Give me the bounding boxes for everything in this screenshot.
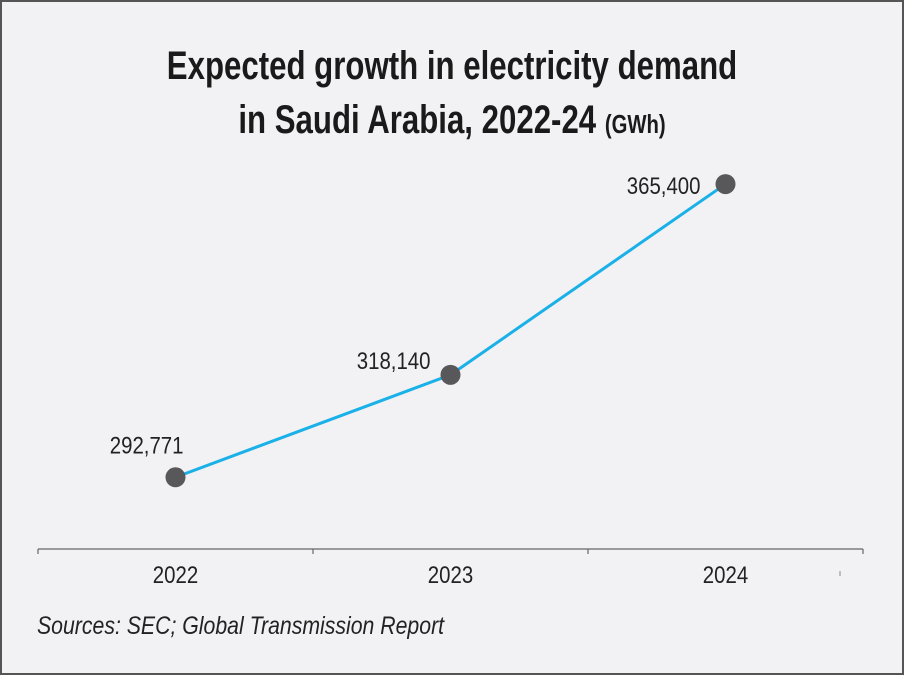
data-label: 365,400	[627, 173, 701, 200]
source-note: Sources: SEC; Global Transmission Report	[37, 612, 445, 640]
data-label: 318,140	[357, 347, 431, 374]
data-point	[440, 364, 461, 385]
x-tick-label: 2022	[153, 561, 198, 588]
chart-unit: (GWh)	[604, 109, 666, 139]
data-point	[715, 174, 736, 195]
x-tick-label: 2024	[703, 561, 748, 588]
chart-title-line1: Expected growth in electricity demand	[166, 44, 738, 88]
data-label: 292,771	[110, 432, 184, 459]
chart-title-line2-text: in Saudi Arabia, 2022-24	[238, 98, 597, 142]
x-tick-label: 2023	[428, 561, 473, 588]
data-point	[165, 467, 186, 488]
chart-title-line2: in Saudi Arabia, 2022-24 (GWh)	[99, 98, 804, 143]
series-line	[174, 182, 727, 479]
